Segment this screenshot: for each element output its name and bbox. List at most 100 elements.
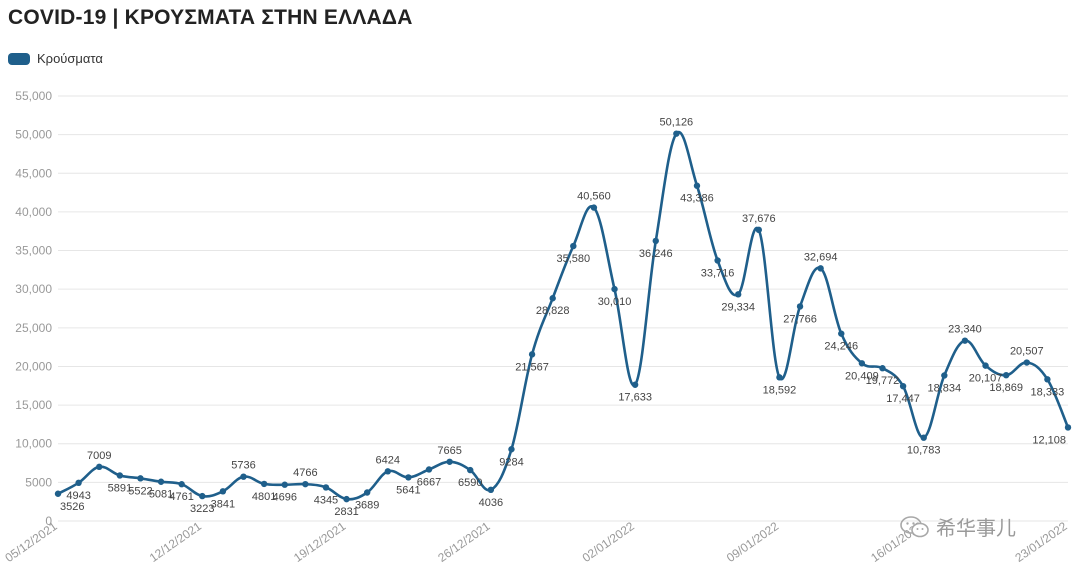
y-tick-label: 15,000 — [15, 398, 52, 412]
data-point[interactable] — [1002, 371, 1010, 379]
watermark: 希华事儿 — [900, 512, 1016, 541]
data-point[interactable] — [343, 495, 350, 503]
data-label: 7665 — [437, 445, 461, 457]
data-label: 40,560 — [577, 191, 611, 203]
data-point[interactable] — [673, 130, 680, 137]
data-label: 4345 — [314, 494, 338, 506]
data-point[interactable] — [425, 466, 433, 473]
x-tick-label: 02/01/2022 — [580, 519, 637, 565]
grid-lines — [58, 95, 1068, 522]
data-point[interactable] — [1064, 424, 1072, 431]
data-point[interactable] — [714, 257, 721, 264]
data-point[interactable] — [528, 351, 536, 358]
data-point[interactable] — [1023, 359, 1030, 366]
data-point[interactable] — [570, 242, 577, 250]
data-point[interactable] — [96, 463, 103, 471]
data-label: 21,567 — [515, 361, 549, 373]
y-tick-label: 45,000 — [15, 166, 52, 180]
data-point[interactable] — [75, 479, 82, 487]
data-point[interactable] — [858, 360, 866, 367]
legend-swatch — [8, 52, 30, 65]
data-point[interactable] — [54, 490, 62, 497]
data-point[interactable] — [879, 365, 886, 372]
data-point[interactable] — [796, 303, 804, 310]
data-label: 28,828 — [536, 305, 570, 317]
data-point[interactable] — [590, 204, 598, 211]
data-point[interactable] — [652, 237, 659, 245]
data-label: 20,409 — [845, 370, 879, 382]
data-label: 29,334 — [721, 301, 755, 313]
data-label: 5891 — [108, 482, 132, 494]
wechat-icon — [900, 515, 929, 537]
data-point[interactable] — [260, 480, 268, 488]
data-label: 4801 — [252, 491, 276, 503]
data-point[interactable] — [1044, 376, 1051, 383]
data-point[interactable] — [838, 330, 845, 337]
data-label: 35,580 — [556, 253, 590, 265]
x-tick-label: 26/12/2021 — [435, 519, 492, 565]
data-point[interactable] — [508, 446, 515, 453]
data-point[interactable] — [199, 492, 206, 500]
data-point[interactable] — [817, 265, 824, 272]
data-point[interactable] — [631, 381, 639, 388]
data-label: 4943 — [66, 490, 90, 502]
data-point[interactable] — [302, 480, 309, 488]
y-tick-label: 0 — [45, 514, 52, 528]
data-label: 12,108 — [1032, 434, 1066, 446]
data-label: 32,694 — [804, 251, 838, 263]
data-point[interactable] — [240, 473, 247, 480]
y-tick-label: 5000 — [25, 475, 52, 489]
x-tick-label: 23/01/2022 — [1012, 519, 1069, 565]
data-label: 4761 — [169, 491, 193, 503]
data-point[interactable] — [384, 468, 391, 475]
y-tick-label: 25,000 — [15, 321, 52, 335]
x-tick-label: 05/12/2021 — [2, 519, 59, 565]
data-point[interactable] — [941, 372, 948, 379]
data-label: 20,107 — [969, 373, 1003, 385]
y-tick-label: 50,000 — [15, 128, 52, 142]
data-label: 43,386 — [680, 193, 714, 205]
data-label: 4766 — [293, 467, 317, 479]
data-point[interactable] — [755, 226, 763, 234]
data-point[interactable] — [363, 489, 371, 496]
data-point[interactable] — [467, 466, 474, 474]
data-point[interactable] — [446, 458, 453, 465]
data-point[interactable] — [116, 472, 124, 479]
data-point[interactable] — [961, 337, 969, 344]
data-label: 33,716 — [701, 267, 735, 279]
data-point[interactable] — [219, 488, 227, 495]
data-point[interactable] — [920, 434, 927, 441]
legend[interactable]: Κρούσματα — [8, 51, 103, 66]
data-label: 3526 — [60, 501, 84, 513]
data-label: 18,333 — [1031, 386, 1065, 398]
data-point[interactable] — [776, 374, 783, 381]
data-label: 23,340 — [948, 324, 982, 336]
data-label: 5081 — [149, 489, 173, 501]
data-label: 17,447 — [886, 393, 920, 405]
data-point[interactable] — [281, 481, 288, 488]
data-label: 36,246 — [639, 248, 673, 260]
data-label: 18,592 — [763, 384, 797, 396]
data-point[interactable] — [899, 382, 907, 390]
data-label: 5736 — [231, 460, 255, 472]
data-point[interactable] — [487, 486, 495, 494]
y-axis-ticks: 0 5000 10,000 15,000 20,000 25,000 30,000 35,00… — [15, 89, 52, 528]
data-point[interactable] — [137, 475, 144, 482]
data-point[interactable] — [611, 285, 618, 293]
data-point[interactable] — [735, 291, 742, 298]
data-label: 6590 — [458, 477, 482, 489]
data-label: 6424 — [376, 454, 400, 466]
data-point[interactable] — [178, 481, 185, 488]
data-point[interactable] — [157, 478, 165, 485]
data-point[interactable] — [549, 295, 556, 302]
data-point[interactable] — [405, 474, 412, 481]
data-point[interactable] — [322, 484, 330, 491]
data-points — [54, 130, 1072, 503]
data-label: 6667 — [417, 476, 441, 488]
x-tick-label: 12/12/2021 — [147, 519, 204, 565]
data-point[interactable] — [982, 362, 989, 369]
data-label: 10,783 — [907, 445, 941, 457]
data-point[interactable] — [693, 182, 701, 189]
